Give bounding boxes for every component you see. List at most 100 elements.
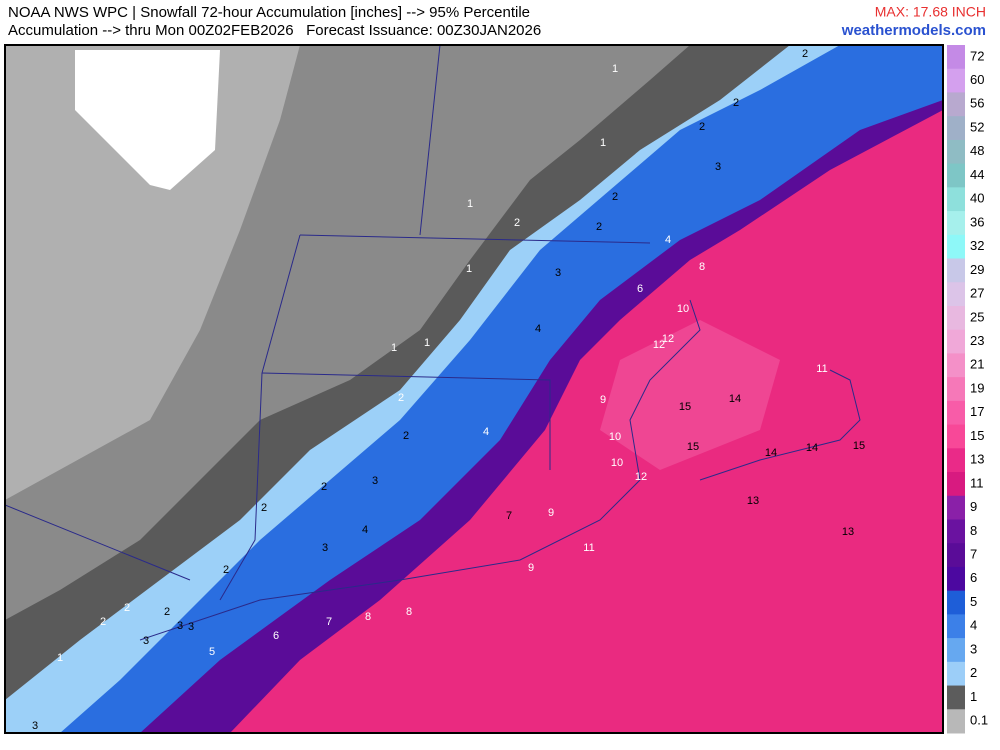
map-label: 1 — [612, 63, 618, 75]
map-label: 8 — [406, 606, 412, 618]
colorbar-label: 40 — [970, 191, 984, 206]
colorbar-swatch — [947, 163, 965, 188]
band — [600, 320, 780, 470]
colorbar-swatch — [947, 614, 965, 639]
band — [5, 45, 300, 500]
map-label: 2 — [398, 392, 404, 404]
map-label: 1 — [466, 263, 472, 275]
colorbar-label: 60 — [970, 72, 984, 87]
colorbar-label: 1 — [970, 689, 977, 704]
map-label: 14 — [729, 393, 741, 405]
colorbar-label: 72 — [970, 48, 984, 63]
map-label: 3 — [372, 475, 378, 487]
map-label: 3 — [322, 542, 328, 554]
colorbar-label: 2 — [970, 665, 977, 680]
colorbar-swatch — [947, 661, 965, 687]
colorbar-swatch — [947, 211, 965, 236]
colorbar-swatch — [947, 68, 965, 93]
map-label: 5 — [209, 646, 215, 658]
title-line: NOAA NWS WPC | Snowfall 72-hour Accumula… — [8, 4, 530, 21]
map-label: 2 — [223, 564, 229, 576]
map-label: 3 — [177, 620, 183, 632]
no-snow-area — [75, 50, 220, 190]
map-label: 14 — [806, 442, 818, 454]
map-label: 3 — [143, 635, 149, 647]
max-label: MAX: 17.68 INCH — [875, 4, 986, 20]
map-label: 10 — [609, 431, 621, 443]
colorbar-label: 0.1 — [970, 713, 988, 728]
map-label: 3 — [555, 267, 561, 279]
colorbar-swatch — [947, 543, 965, 568]
colorbar-swatch — [947, 282, 965, 307]
map-label: 2 — [124, 602, 130, 614]
boundaries — [5, 45, 861, 641]
colorbar-swatch — [947, 424, 965, 449]
map-label: 6 — [637, 283, 643, 295]
map-label: 1 — [391, 342, 397, 354]
map-label: 2 — [802, 48, 808, 60]
colorbar-label: 9 — [970, 499, 977, 514]
map-label: 1 — [424, 337, 430, 349]
colorbar-label: 6 — [970, 570, 977, 585]
map-label: 12 — [635, 471, 647, 483]
colorbar-swatch — [947, 377, 965, 402]
map-label: 4 — [535, 323, 541, 335]
colorbar-label: 11 — [970, 475, 984, 490]
colorbar-swatch — [947, 400, 965, 426]
map-label: 7 — [326, 616, 332, 628]
map-frame — [4, 44, 944, 734]
colorbar-swatch — [947, 187, 965, 212]
map-label: 2 — [321, 481, 327, 493]
map-label: 2 — [100, 616, 106, 628]
colorbar-label: 7 — [970, 547, 977, 562]
map-label: 10 — [677, 303, 689, 315]
map-field — [5, 45, 943, 733]
colorbar-label: 13 — [970, 452, 984, 467]
map-label: 15 — [853, 440, 865, 452]
colorbar-label: 56 — [970, 96, 984, 111]
map-label: 3 — [715, 161, 721, 173]
map-label: 15 — [679, 401, 691, 413]
map-label: 2 — [403, 430, 409, 442]
map-label: 11 — [583, 542, 594, 554]
map-label: 2 — [596, 221, 602, 233]
colorbar-swatch — [947, 566, 965, 592]
map-label: 13 — [747, 495, 759, 507]
map-label: 3 — [188, 621, 194, 633]
colorbar-label: 15 — [970, 428, 984, 443]
map-label: 12 — [653, 339, 665, 351]
colorbar-label: 44 — [970, 167, 984, 182]
map-label: 4 — [362, 524, 368, 536]
colorbar-label: 27 — [970, 286, 984, 301]
colorbar-swatch — [947, 638, 965, 663]
colorbar-label: 5 — [970, 594, 977, 609]
map-label: 9 — [548, 507, 554, 519]
map-label: 1 — [600, 137, 606, 149]
colorbar-swatch — [947, 45, 965, 70]
map-label: 7 — [506, 510, 512, 522]
colorbar-label: 8 — [970, 523, 977, 538]
map-label: 6 — [273, 630, 279, 642]
map-label: 8 — [699, 261, 705, 273]
colorbar-swatch — [947, 234, 965, 260]
map-label: 12 — [662, 333, 674, 345]
map-label: 4 — [483, 426, 489, 438]
map-label: 15 — [687, 441, 699, 453]
colorbar-swatch — [947, 472, 965, 497]
colorbar-label: 23 — [970, 333, 984, 348]
map-label: 2 — [733, 97, 739, 109]
map-label: 1 — [57, 652, 63, 664]
map-label: 2 — [261, 502, 267, 514]
colorbar-swatch — [947, 709, 965, 734]
site-label: weathermodels.com — [841, 22, 986, 39]
title-line: Accumulation --> thru Mon 00Z02FEB2026 F… — [8, 22, 541, 39]
colorbar-swatch — [947, 519, 965, 544]
colorbar-swatch — [947, 329, 965, 354]
map-label: 13 — [842, 526, 854, 538]
map-label: 9 — [528, 562, 534, 574]
colorbar-swatch — [947, 116, 965, 141]
map-label: 10 — [611, 457, 623, 469]
colorbar-swatch — [947, 590, 965, 615]
